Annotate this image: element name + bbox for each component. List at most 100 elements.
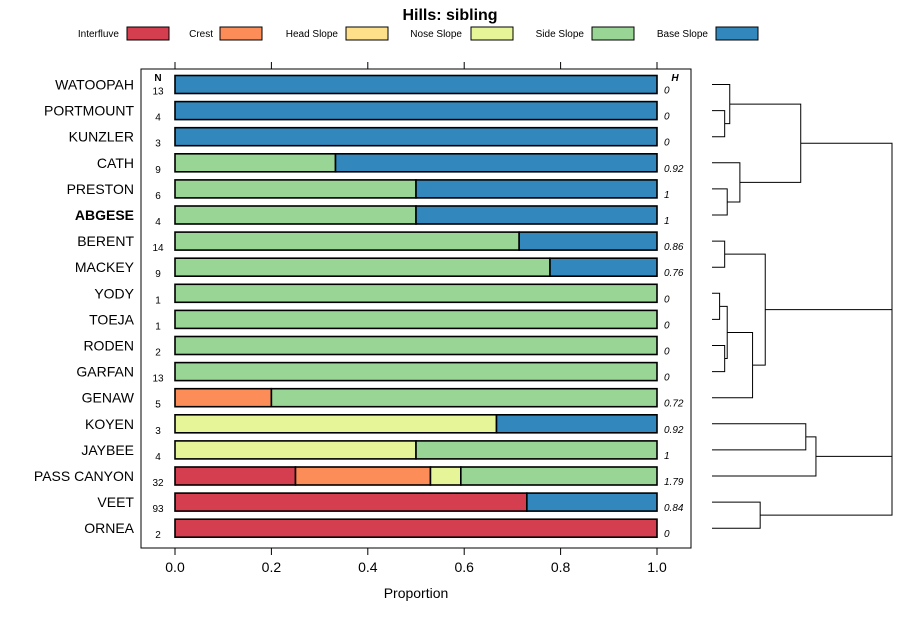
x-tick-label: 0.8 [551, 559, 571, 575]
dendrogram-link [719, 305, 728, 360]
bar-segment-side-slope [174, 361, 658, 382]
row-label: KOYEN [85, 416, 134, 432]
h-value: 0.86 [664, 242, 684, 253]
dendrogram-link [760, 455, 893, 516]
dendrogram-link [712, 331, 754, 399]
n-value: 3 [155, 139, 161, 150]
h-value: 0.84 [664, 503, 684, 514]
n-value: 6 [155, 191, 161, 202]
legend: Interfluve Crest Head Slope Nose Slope Side … [78, 26, 759, 41]
dendrogram-link [712, 188, 728, 216]
dendrogram-link [712, 84, 731, 125]
legend-swatch-head-slope [345, 26, 389, 41]
n-value: 5 [155, 400, 161, 411]
dendrogram [712, 84, 893, 529]
h-column-header: H [671, 73, 679, 84]
bar-segment-side-slope [174, 309, 658, 330]
bar-segment-side-slope [460, 466, 658, 486]
h-value: 0 [664, 138, 670, 149]
h-value: 0.92 [664, 425, 684, 436]
bar-segment-side-slope [174, 257, 551, 278]
n-value: 1 [155, 295, 161, 306]
n-value: 3 [155, 426, 161, 437]
bar-row [174, 231, 658, 251]
n-value: 4 [155, 113, 161, 124]
dendrogram-link [712, 110, 726, 138]
legend-label-crest: Crest [189, 29, 213, 40]
legend-label-base-slope: Base Slope [657, 29, 709, 40]
bar-segment-nose-slope [429, 466, 462, 486]
row-label: WATOOPAH [55, 77, 134, 93]
bar-segment-crest [174, 387, 273, 408]
bar-row [174, 335, 658, 356]
row-label: ORNEA [84, 520, 134, 536]
bar-segment-side-slope [415, 440, 658, 460]
bar-segment-base-slope [174, 74, 658, 95]
n-value: 4 [155, 217, 161, 228]
h-value: 1.79 [664, 477, 684, 488]
dendrogram-link [712, 501, 761, 529]
n-value: 14 [152, 243, 164, 254]
legend-label-nose-slope: Nose Slope [410, 29, 462, 40]
bar-row [174, 205, 658, 225]
n-value: 93 [152, 504, 164, 515]
n-value: 13 [152, 87, 164, 98]
legend-swatch-crest [219, 26, 263, 41]
dendrogram-link [729, 103, 802, 183]
dendrogram-link [712, 345, 726, 373]
bar-row [174, 179, 658, 199]
bars [174, 74, 658, 539]
h-value: 0 [664, 373, 670, 384]
row-label: PRESTON [67, 181, 134, 197]
h-value: 1 [664, 216, 670, 227]
bar-row [174, 153, 658, 173]
row-label: GARFAN [76, 364, 134, 380]
n-value: 13 [152, 374, 164, 385]
bar-row [174, 74, 658, 95]
row-label: TOEJA [89, 311, 135, 327]
bar-segment-side-slope [174, 231, 520, 251]
n-column-header: N [154, 73, 161, 84]
row-label: JAYBEE [81, 442, 134, 458]
h-value: 1 [664, 451, 670, 462]
bar-row [174, 126, 658, 147]
row-label: MACKEY [75, 259, 135, 275]
dendrogram-link [724, 253, 766, 366]
bar-row [174, 466, 658, 486]
n-value: 9 [155, 165, 161, 176]
bar-segment-side-slope [174, 153, 337, 173]
n-value: 32 [152, 478, 164, 489]
bar-segment-crest [294, 466, 432, 486]
n-value: 4 [155, 452, 161, 463]
bar-row [174, 492, 658, 512]
h-value: 0.92 [664, 164, 684, 175]
dendrogram-link [712, 423, 807, 451]
bar-segment-side-slope [174, 179, 417, 199]
h-value: 1 [664, 190, 670, 201]
row-labels: WATOOPAH PORTMOUNT KUNZLER CATH PRESTON ABGES… [34, 77, 135, 537]
row-label: KUNZLER [69, 129, 134, 145]
dendrogram-link [712, 436, 817, 477]
row-label: YODY [94, 285, 134, 301]
h-value: 0 [664, 320, 670, 331]
legend-swatch-interfluve [126, 26, 170, 41]
bar-segment-interfluve [174, 492, 528, 512]
bar-segment-base-slope [334, 153, 658, 173]
bar-segment-base-slope [415, 205, 658, 225]
legend-swatch-nose-slope [470, 26, 514, 41]
bar-segment-base-slope [174, 100, 658, 121]
bar-row [174, 413, 658, 434]
n-value: 2 [155, 530, 161, 541]
dendrogram-link [712, 292, 721, 320]
x-tick-label: 0.4 [358, 559, 378, 575]
legend-label-side-slope: Side Slope [536, 29, 585, 40]
h-value: 0.76 [664, 268, 684, 279]
bar-segment-base-slope [174, 126, 658, 147]
row-label: BERENT [77, 233, 134, 249]
bar-row [174, 283, 658, 304]
x-axis: 0.0 0.2 0.4 0.6 0.8 1.0 [165, 548, 667, 575]
x-tick-label: 1.0 [647, 559, 667, 575]
bar-row [174, 100, 658, 121]
h-values: 0 0 0 0.92 1 1 0.86 0.76 0 0 0 0 0.72 0.92 1 1.79 0.84 0 [664, 86, 684, 541]
